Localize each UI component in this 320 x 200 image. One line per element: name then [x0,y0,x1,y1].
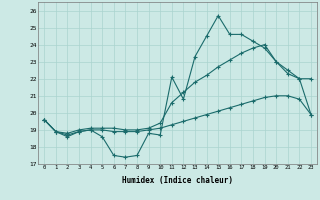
X-axis label: Humidex (Indice chaleur): Humidex (Indice chaleur) [122,176,233,185]
